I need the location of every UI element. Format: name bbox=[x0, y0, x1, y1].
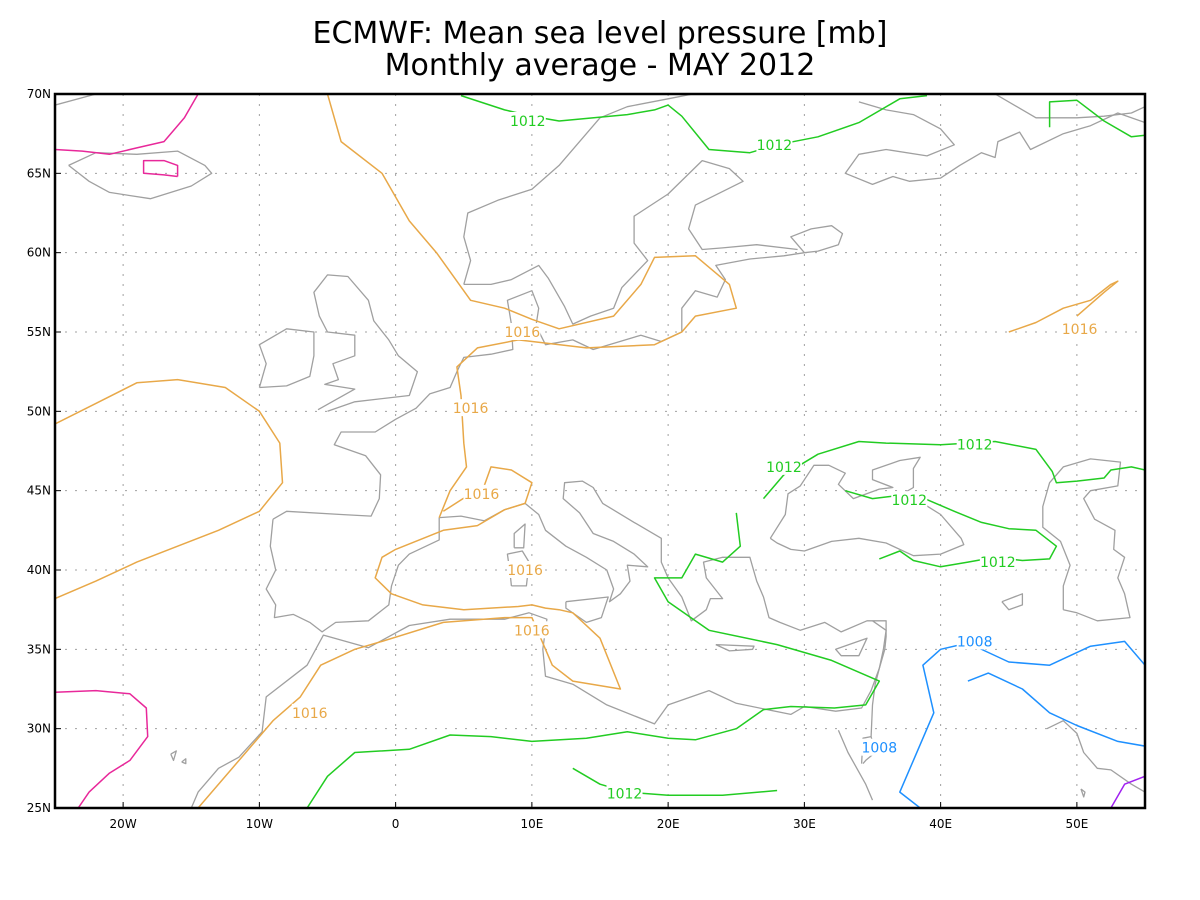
coastline bbox=[463, 94, 697, 285]
coastline bbox=[769, 456, 965, 557]
coastline bbox=[837, 730, 874, 801]
coastline bbox=[1042, 458, 1131, 622]
lat-tick-label: 70N bbox=[27, 87, 51, 101]
lon-tick-label: 10E bbox=[520, 817, 543, 831]
coastline bbox=[463, 159, 798, 325]
isobar-1020 bbox=[55, 94, 199, 156]
lat-tick-label: 40N bbox=[27, 563, 51, 577]
isobar-1000 bbox=[1110, 775, 1145, 808]
isobar-label-1016: 1016 bbox=[505, 325, 541, 341]
coastline bbox=[170, 750, 177, 762]
isobar-1012 bbox=[762, 440, 1145, 500]
coastline bbox=[715, 643, 755, 652]
lon-tick-label: 20W bbox=[110, 817, 137, 831]
isobar-label-1016: 1016 bbox=[453, 401, 489, 417]
isobar-label-1016: 1016 bbox=[507, 563, 543, 579]
coastline bbox=[862, 620, 887, 765]
isobar-label-bg bbox=[463, 484, 500, 502]
isobar-label-1008: 1008 bbox=[957, 634, 993, 650]
isobar-1012 bbox=[306, 512, 881, 808]
coastline bbox=[790, 225, 844, 254]
isobar-1012 bbox=[572, 767, 778, 797]
lat-tick-label: 45N bbox=[27, 484, 51, 498]
isobar-label-bg bbox=[861, 738, 898, 756]
isobar-1016 bbox=[55, 378, 284, 600]
lat-tick-label: 25N bbox=[27, 801, 51, 815]
coastline bbox=[1046, 720, 1145, 793]
map-title-line2: Monthly average - MAY 2012 bbox=[384, 48, 816, 83]
isobar-1008 bbox=[967, 672, 1145, 747]
isobar-1016 bbox=[326, 94, 738, 518]
isobar-1012 bbox=[1048, 99, 1145, 138]
isobar-1020 bbox=[55, 689, 149, 808]
lat-tick-label: 30N bbox=[27, 722, 51, 736]
lon-tick-label: 30E bbox=[793, 817, 816, 831]
coastline bbox=[190, 480, 887, 808]
isobar-label-bg bbox=[509, 111, 546, 129]
coastline bbox=[265, 517, 440, 633]
coastline bbox=[565, 596, 609, 624]
coastline bbox=[1080, 788, 1086, 798]
isobar-1016 bbox=[1008, 280, 1119, 333]
lat-tick-label: 55N bbox=[27, 325, 51, 339]
isobar-1008 bbox=[899, 640, 1145, 808]
isobar-label-bg bbox=[513, 621, 550, 639]
lon-tick-label: 50E bbox=[1065, 817, 1088, 831]
lat-tick-label: 65N bbox=[27, 166, 51, 180]
isobar-label-1012: 1012 bbox=[766, 460, 802, 476]
isobar-label-1012: 1012 bbox=[980, 555, 1016, 571]
isobar-label-bg bbox=[452, 399, 489, 417]
isobar-label-1012: 1012 bbox=[957, 438, 993, 454]
map-frame bbox=[53, 92, 1147, 810]
isobar-label-bg bbox=[956, 632, 993, 650]
isobar-label-bg bbox=[891, 491, 928, 509]
isobar-labels: 1012 1012 1012 1012 1012 1012 1012 1016 1016 1016… bbox=[291, 111, 1098, 803]
lat-tick-label: 50N bbox=[27, 404, 51, 418]
isobar-label-bg bbox=[1061, 319, 1098, 337]
isobar-label-bg bbox=[979, 553, 1016, 571]
coastline bbox=[55, 94, 97, 106]
isobar-label-1016: 1016 bbox=[292, 706, 328, 722]
axis-tick-labels: 20W 10W 0 10E 20E 30E 40E 50E 25N 30N 35N 40N 45N 50N… bbox=[27, 87, 1089, 831]
isobar-label-bg bbox=[765, 457, 802, 475]
lon-tick-label: 40E bbox=[929, 817, 952, 831]
isobar-label-bg bbox=[504, 323, 541, 340]
coastline bbox=[1001, 593, 1024, 611]
isobar-label-bg bbox=[291, 703, 328, 721]
lat-tick-label: 35N bbox=[27, 642, 51, 656]
coastline bbox=[181, 758, 187, 765]
coastline bbox=[313, 274, 419, 412]
isobar-1020 bbox=[142, 159, 179, 178]
isobar-label-bg bbox=[956, 435, 993, 453]
isobar-label-1012: 1012 bbox=[607, 787, 643, 803]
graticule bbox=[55, 94, 1145, 808]
isobar-label-1012: 1012 bbox=[757, 138, 793, 154]
map-title-line1: ECMWF: Mean sea level pressure [mb] bbox=[312, 16, 888, 51]
isobar-label-1016: 1016 bbox=[464, 487, 500, 503]
isobar-1012 bbox=[845, 489, 1058, 568]
isobar-label-bg bbox=[606, 784, 643, 802]
isobar-1016 bbox=[197, 466, 622, 808]
lon-tick-label: 10W bbox=[246, 817, 273, 831]
coastline bbox=[844, 101, 1145, 186]
lon-tick-label: 20E bbox=[657, 817, 680, 831]
coastline bbox=[258, 328, 315, 389]
coastline bbox=[68, 150, 213, 200]
isobar-label-bg bbox=[756, 135, 793, 153]
isobar-label-1016: 1016 bbox=[514, 623, 550, 639]
isobar-label-1008: 1008 bbox=[861, 741, 897, 757]
coastline bbox=[513, 523, 526, 549]
isobar-label-bg bbox=[507, 561, 544, 578]
coastline bbox=[835, 637, 868, 657]
coastline bbox=[994, 94, 1145, 119]
lon-tick-label: 0 bbox=[392, 817, 400, 831]
isobar-label-1012: 1012 bbox=[891, 493, 927, 509]
isobar-label-1016: 1016 bbox=[1062, 322, 1098, 338]
isobar-label-1012: 1012 bbox=[510, 114, 546, 130]
lat-tick-label: 60N bbox=[27, 246, 51, 260]
